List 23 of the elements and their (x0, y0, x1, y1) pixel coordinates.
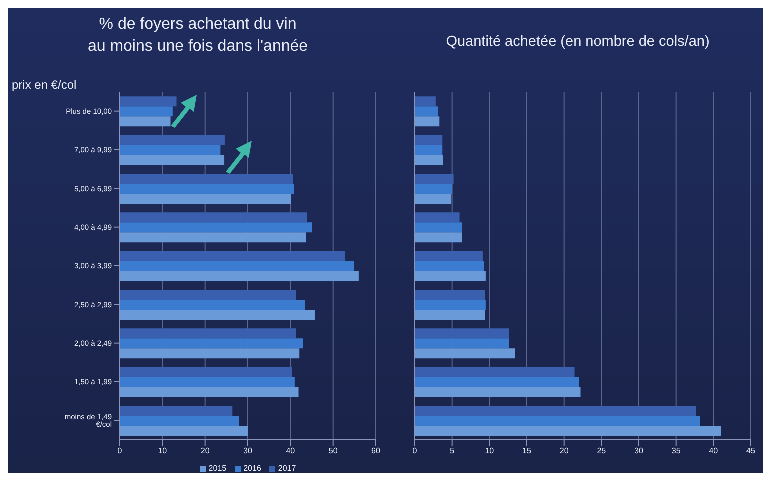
x-tick-label: 40 (709, 446, 719, 456)
x-tick-label: 15 (522, 446, 532, 456)
x-tick-label: 60 (372, 446, 381, 456)
x-tick-label: 20 (560, 446, 570, 456)
x-tick-label: 50 (328, 446, 338, 456)
x-tick-label: 20 (200, 446, 210, 456)
legend-label: 2017 (277, 464, 296, 473)
legend-label: 2016 (242, 464, 262, 473)
x-tick-label: 40 (286, 446, 296, 456)
chart-title: Quantité achetée (en nombre de cols/an) (445, 33, 711, 52)
x-tick-label: 5 (450, 446, 456, 456)
y-axis-title: prix en €/col (12, 78, 77, 92)
x-tick-label: 45 (746, 446, 756, 456)
chart-title: % de foyers achetant du vin au moins une fois dans l'année (86, 15, 310, 58)
legend-label: 2015 (208, 464, 227, 473)
x-tick-label: 35 (672, 446, 682, 456)
x-tick-label: 10 (485, 446, 495, 456)
x-tick-label: 30 (634, 446, 644, 456)
x-tick-label: 10 (158, 446, 168, 456)
x-tick-label: 25 (597, 446, 607, 456)
x-tick-label: 0 (412, 446, 418, 456)
x-tick-label: 0 (118, 446, 123, 456)
x-tick-label: 30 (244, 446, 253, 456)
